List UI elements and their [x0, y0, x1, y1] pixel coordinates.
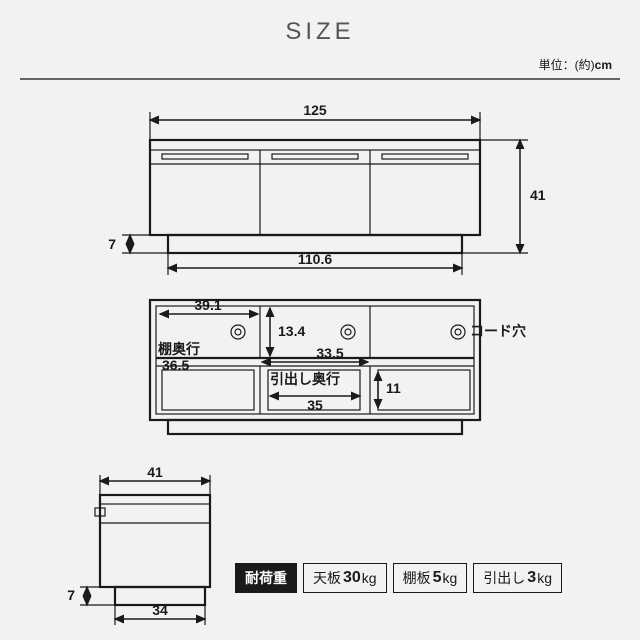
- side-view: 41 7 34: [65, 465, 240, 630]
- dim-base-h: 7: [108, 236, 116, 252]
- dim-side-base-h: 7: [67, 587, 75, 603]
- load-unit: kg: [362, 570, 377, 586]
- load-label: 棚板: [403, 568, 431, 588]
- unit-prefix: 単位：(約): [539, 58, 595, 72]
- load-item: 棚板5kg: [393, 563, 468, 593]
- top-view: コード穴 39.1 13.4 棚奥行 36.5 33.5 引出し奥行 35 11: [110, 290, 540, 445]
- dim-shelf-d: 36.5: [162, 357, 189, 373]
- dim-drawer-d: 35: [307, 397, 323, 413]
- drawer-label: 引出し奥行: [270, 371, 340, 387]
- load-tag: 耐荷重: [235, 563, 297, 593]
- load-value: 3: [527, 569, 536, 587]
- dim-drawer-h: 11: [386, 380, 401, 396]
- shelf-label: 棚奥行: [158, 341, 200, 357]
- dim-height: 41: [530, 187, 546, 203]
- load-label: 天板: [313, 568, 341, 588]
- load-item: 引出し3kg: [473, 563, 562, 593]
- load-value: 30: [343, 569, 361, 587]
- dim-shelf-w: 39.1: [194, 297, 221, 313]
- load-item: 天板30kg: [303, 563, 387, 593]
- page-title: SIZE: [0, 0, 640, 46]
- load-value: 5: [433, 569, 442, 587]
- dim-base-width: 110.6: [298, 251, 332, 267]
- front-view: 125 110.6 41 7: [110, 100, 540, 275]
- cord-label: コード穴: [470, 323, 526, 339]
- dim-side-depth: 41: [147, 464, 163, 480]
- dim-shelf-h: 13.4: [278, 323, 305, 339]
- dim-side-base-d: 34: [152, 602, 168, 618]
- dim-mid-w: 33.5: [316, 345, 343, 361]
- load-unit: kg: [443, 570, 458, 586]
- divider: [20, 78, 620, 80]
- load-label: 引出し: [483, 568, 525, 588]
- load-unit: kg: [537, 570, 552, 586]
- unit-value: cm: [595, 58, 612, 72]
- dim-width: 125: [303, 102, 327, 118]
- load-capacity: 耐荷重 天板30kg 棚板5kg 引出し3kg: [235, 563, 562, 593]
- unit-label: 単位：(約)cm: [539, 56, 612, 73]
